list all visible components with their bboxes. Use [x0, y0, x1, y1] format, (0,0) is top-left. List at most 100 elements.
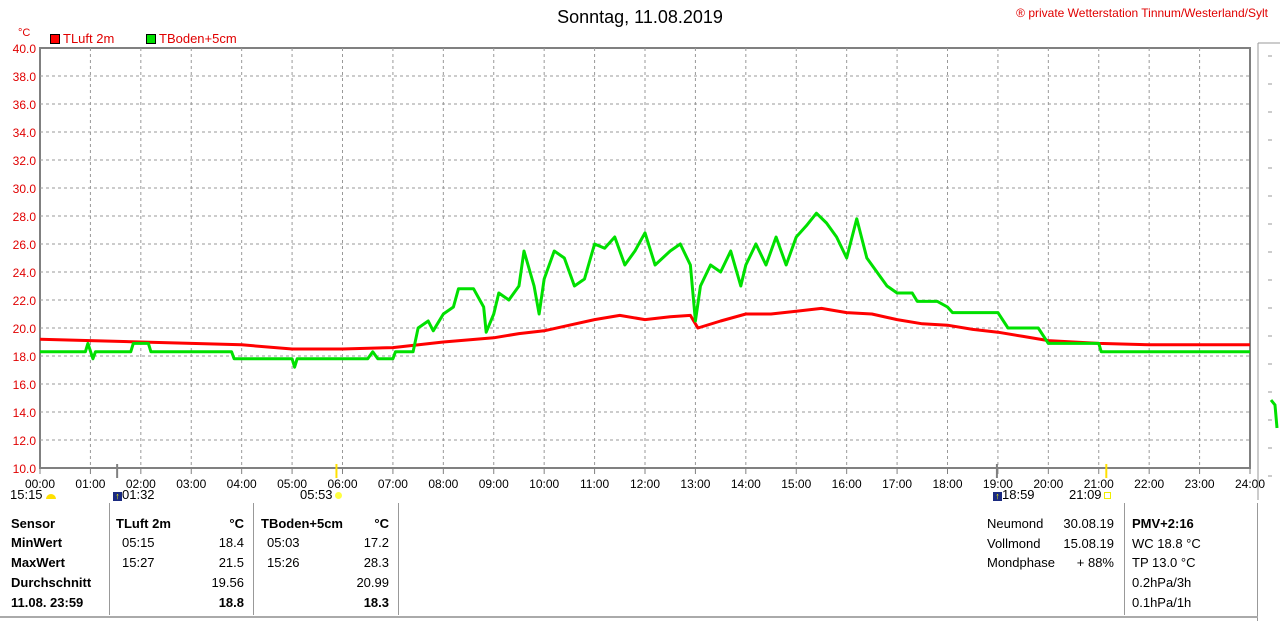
y-tick-label: 16.0 — [13, 378, 37, 392]
y-tick-label: 18.0 — [13, 350, 37, 364]
y-tick-label: 32.0 — [13, 154, 37, 168]
tboden-unit: °C — [374, 516, 389, 531]
dewpoint-value: TP 13.0 °C — [1132, 555, 1196, 570]
y-tick-label: 20.0 — [13, 322, 37, 336]
x-tick-label: 23:00 — [1185, 477, 1215, 491]
y-tick-label: 26.0 — [13, 238, 37, 252]
x-tick-label: 22:00 — [1134, 477, 1164, 491]
event-moonrise-2: ↑ 18:59 — [993, 487, 1035, 502]
event-sunrise: 05:53 — [300, 487, 342, 502]
y-tick-label: 24.0 — [13, 266, 37, 280]
copyright: ® private Wetterstation Tinnum/Westerlan… — [1016, 6, 1268, 20]
moonrise-icon: ↑ — [113, 492, 122, 501]
pressure-3h: 0.2hPa/3h — [1132, 575, 1192, 590]
moon-label: Neumond — [987, 516, 1044, 531]
x-tick-label: 06:00 — [327, 477, 357, 491]
legend-swatch — [146, 34, 156, 44]
row-label-avg: Durchschnitt — [11, 575, 92, 590]
event-time: 18:59 — [1002, 487, 1035, 502]
windchill-value: WC 18.8 °C — [1132, 536, 1201, 551]
x-tick-label: 10:00 — [529, 477, 559, 491]
row-label-min: MinWert — [11, 535, 63, 550]
y-tick-label: 36.0 — [13, 98, 37, 112]
y-tick-label: 28.0 — [13, 210, 37, 224]
event-moonset: 15:15 — [10, 487, 56, 502]
y-tick-label: 40.0 — [13, 42, 37, 56]
tboden-max-time: 15:26 — [267, 555, 300, 570]
moon-value: 15.08.19 — [1063, 536, 1114, 551]
x-tick-label: 09:00 — [479, 477, 509, 491]
row-label-current: 11.08. 23:59 — [11, 595, 84, 610]
tluft-avg: 19.56 — [211, 575, 244, 590]
moon-value: 30.08.19 — [1063, 516, 1114, 531]
event-moonrise: ↑ 01:32 — [113, 487, 155, 502]
next-panel-series — [1269, 399, 1279, 429]
y-tick-label: 12.0 — [13, 434, 37, 448]
x-tick-label: 07:00 — [378, 477, 408, 491]
tboden-max: 28.3 — [363, 555, 389, 570]
x-tick-label: 13:00 — [680, 477, 710, 491]
tboden-min-time: 05:03 — [267, 535, 300, 550]
x-tick-label: 21:00 — [1084, 477, 1114, 491]
event-time: 01:32 — [122, 487, 155, 502]
x-tick-label: 14:00 — [731, 477, 761, 491]
x-tick-label: 08:00 — [428, 477, 458, 491]
legend-label: TBoden+5cm — [159, 31, 237, 46]
x-tick-label: 12:00 — [630, 477, 660, 491]
tluft-min: 18.4 — [218, 535, 244, 550]
event-time: 05:53 — [300, 487, 333, 502]
legend-swatch — [50, 34, 60, 44]
tluft-current: 18.8 — [218, 595, 244, 610]
pressure-1h: 0.1hPa/1h — [1132, 595, 1192, 610]
x-tick-label: 16:00 — [832, 477, 862, 491]
sunset-icon — [1103, 492, 1111, 499]
x-tick-label: 19:00 — [983, 477, 1013, 491]
tboden-min: 17.2 — [363, 535, 389, 550]
series-line-tboden — [40, 211, 1250, 369]
chart: 10.0 12.0 14.0 16.0 18.0 20.0 22.0 24.0 26.0 28.0… — [13, 42, 1280, 500]
tboden-avg: 20.99 — [356, 575, 389, 590]
x-tick-label: 02:00 — [126, 477, 156, 491]
tluft-min-time: 05:15 — [122, 535, 155, 550]
tboden-current: 18.3 — [363, 595, 389, 610]
pmv-value: PMV+2:16 — [1132, 516, 1194, 531]
x-tick-label: 18:00 — [932, 477, 962, 491]
y-tick-label: 22.0 — [13, 294, 37, 308]
x-tick-label: 11:00 — [580, 477, 609, 491]
x-tick-label: 01:00 — [75, 477, 105, 491]
x-tick-label: 17:00 — [882, 477, 912, 491]
event-sunset: 21:09 — [1069, 487, 1111, 502]
event-time: 15:15 — [10, 487, 43, 502]
tluft-max-time: 15:27 — [122, 555, 155, 570]
x-tick-label: 03:00 — [176, 477, 206, 491]
row-label-max: MaxWert — [11, 555, 65, 570]
tluft-unit: °C — [229, 516, 244, 531]
y-tick-label: 38.0 — [13, 70, 37, 84]
x-tick-label: 15:00 — [781, 477, 811, 491]
moon-label: Vollmond — [987, 536, 1041, 551]
x-tick-label: 04:00 — [227, 477, 257, 491]
legend-item-tluft: TLuft 2m — [50, 31, 114, 46]
tluft-header: TLuft 2m — [116, 516, 171, 531]
x-tick-label: 20:00 — [1033, 477, 1063, 491]
legend-item-tboden: TBoden+5cm — [146, 31, 237, 46]
moon-label: Mondphase — [987, 555, 1055, 570]
y-tick-label: 14.0 — [13, 406, 37, 420]
tboden-header: TBoden+5cm — [261, 516, 343, 531]
event-time: 21:09 — [1069, 487, 1102, 502]
y-tick-label: 30.0 — [13, 182, 37, 196]
legend-label: TLuft 2m — [63, 31, 115, 46]
x-tick-label: 24:00 — [1235, 477, 1265, 491]
chart-title: Sonntag, 11.08.2019 — [557, 7, 723, 27]
tluft-max: 21.5 — [218, 555, 244, 570]
sunrise-icon — [334, 492, 342, 499]
y-tick-label: 34.0 — [13, 126, 37, 140]
moon-value: + 88% — [1076, 555, 1114, 570]
y-tick-label: 10.0 — [13, 462, 37, 476]
moonset-icon — [45, 494, 56, 499]
unit-label: °C — [18, 27, 31, 39]
moonrise-icon: ↑ — [993, 492, 1002, 501]
x-tick-label: 05:00 — [277, 477, 307, 491]
x-tick-label: 00:00 — [25, 477, 55, 491]
row-label-sensor: Sensor — [11, 516, 56, 531]
